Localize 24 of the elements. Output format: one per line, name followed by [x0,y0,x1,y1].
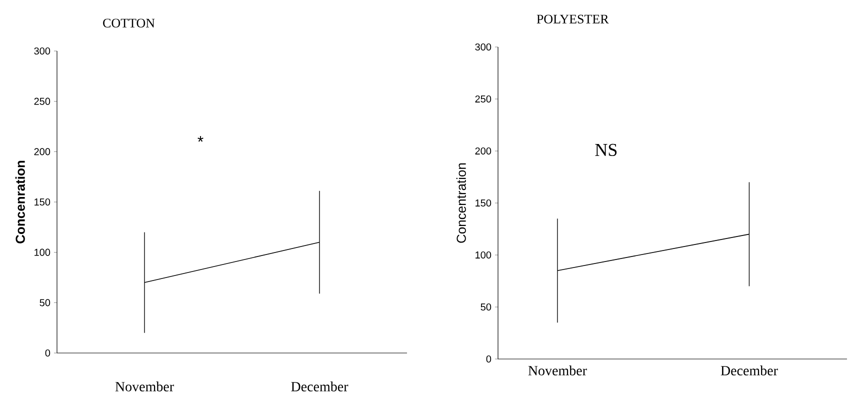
annotation: NS [595,144,617,156]
y-axis-title: Concentration [456,163,466,243]
y-tick-label: 100 [476,251,492,259]
x-tick-label: November [115,382,174,392]
y-tick-label: 0 [486,355,492,363]
x-tick-label: November [528,366,587,376]
y-tick-label: 250 [475,95,492,103]
y-tick-label: 0 [45,349,50,357]
x-tick-label: December [720,366,778,376]
annotation: * [198,136,204,142]
y-tick-label: 250 [34,98,50,105]
chart-title: COTTON [103,18,155,28]
y-tick-label: 50 [480,303,492,311]
y-tick-label: 200 [34,148,50,156]
y-tick-label: 200 [475,147,492,155]
y-tick-label: 150 [476,199,492,207]
x-tick-label: December [291,382,348,392]
chart-title: POLYESTER [536,14,609,24]
y-tick-label: 300 [34,47,50,55]
y-tick-label: 300 [475,43,492,51]
y-tick-label: 50 [40,299,50,306]
y-axis-title: Concenration [15,160,25,244]
y-tick-label: 150 [34,198,50,206]
y-tick-label: 100 [34,248,50,256]
